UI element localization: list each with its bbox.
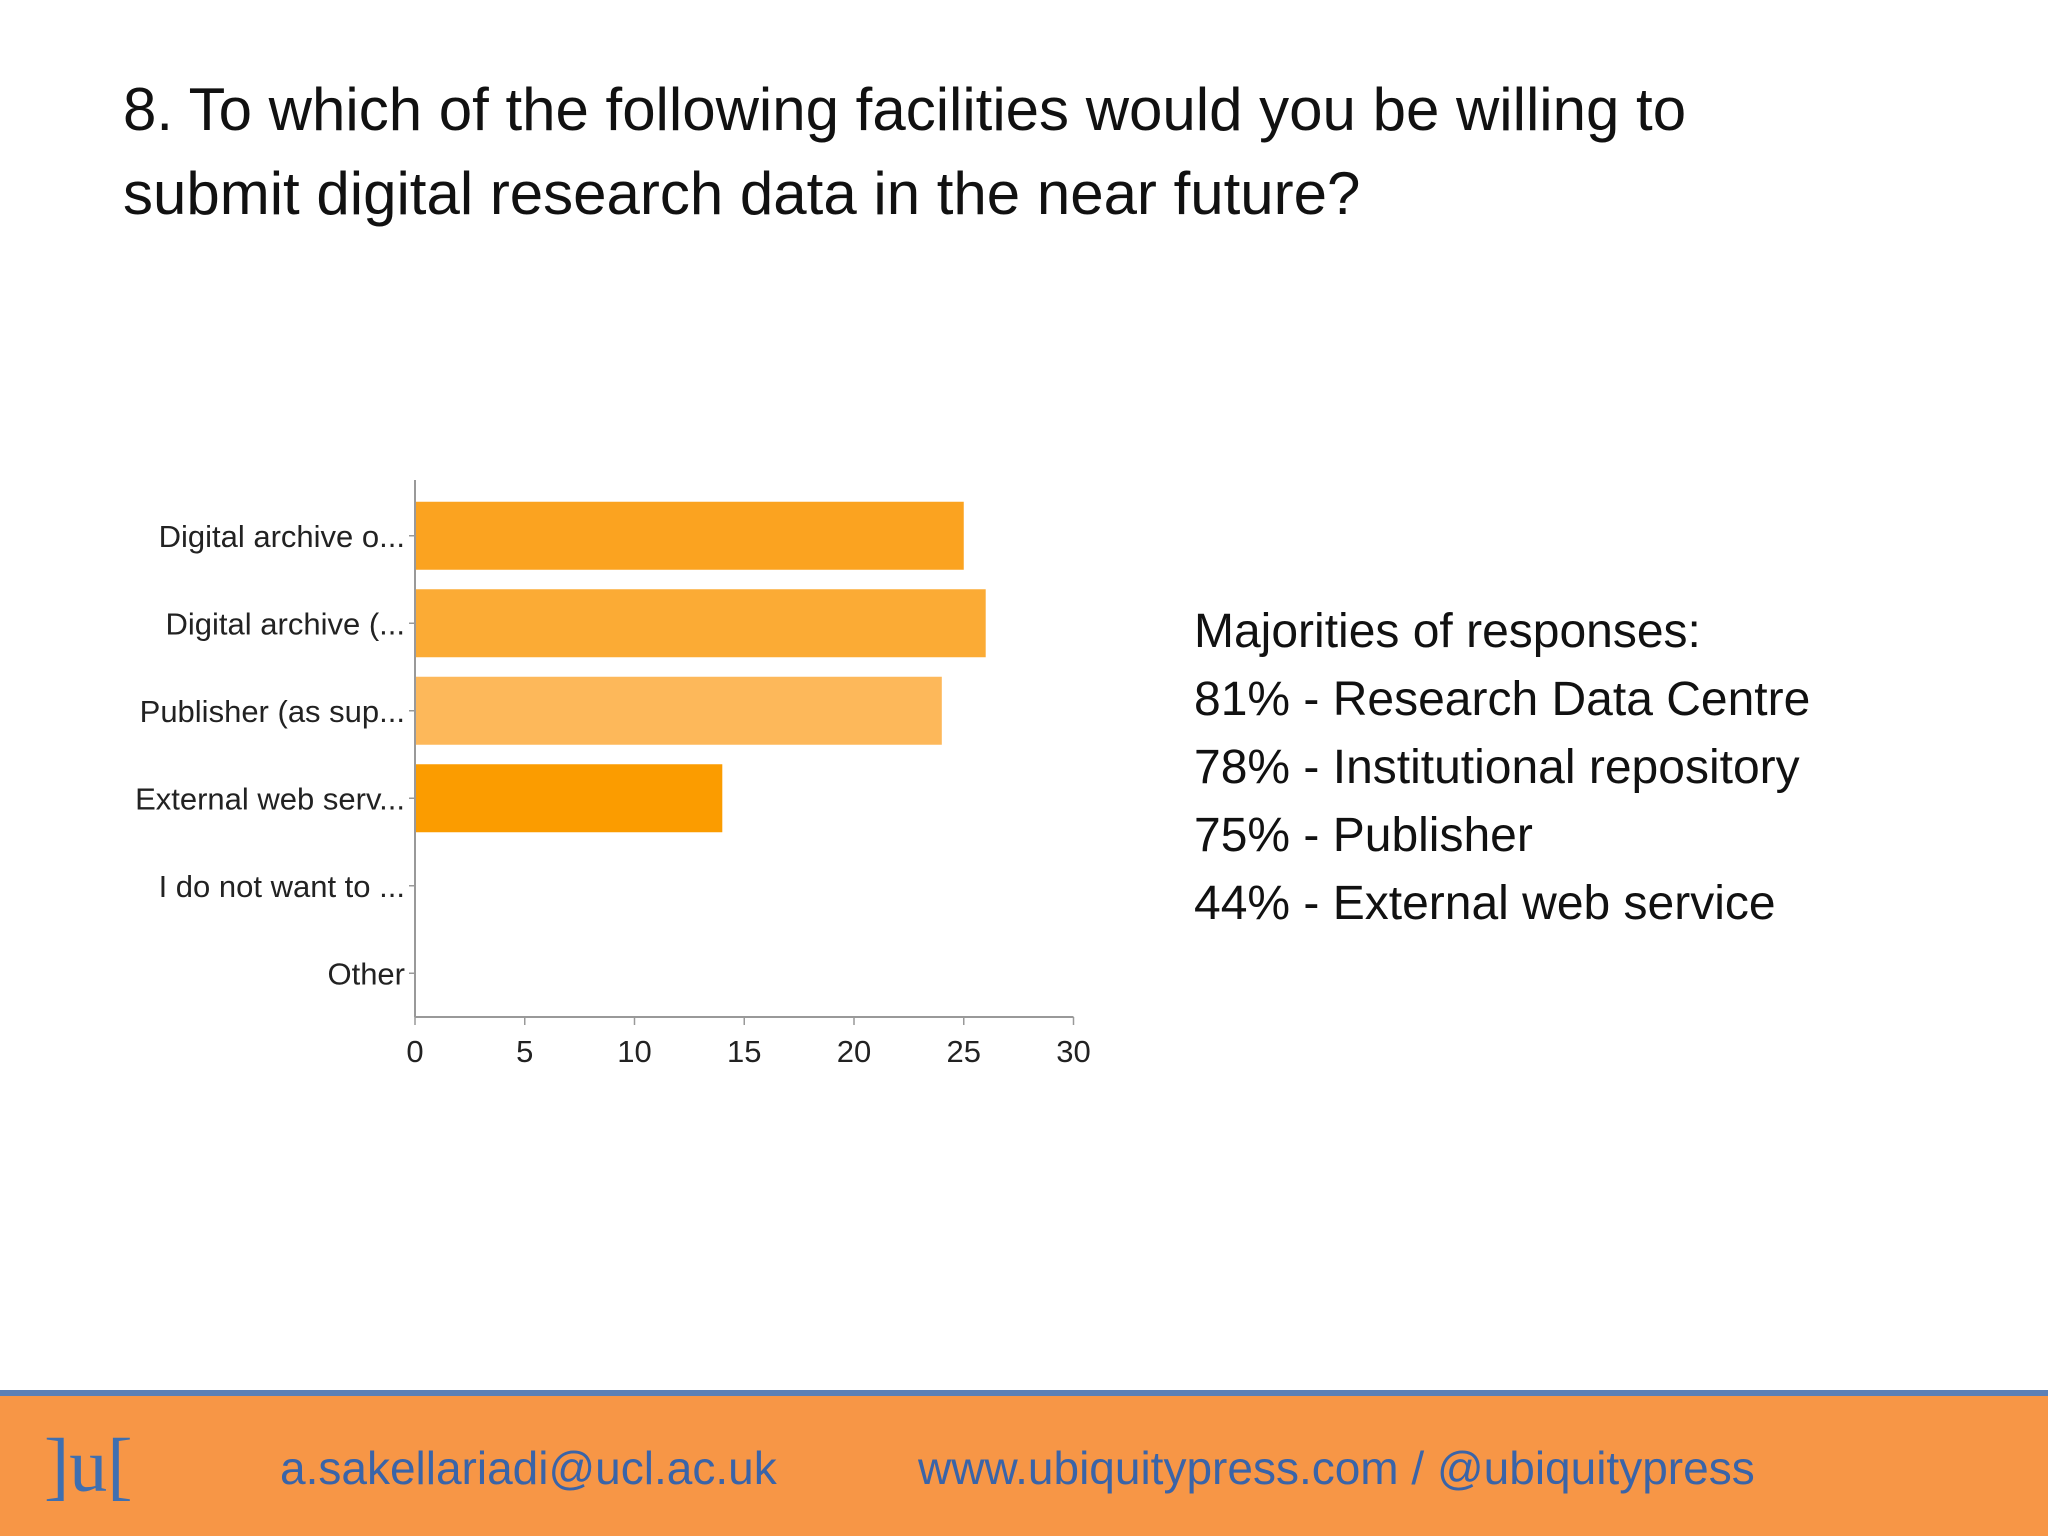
category-label-2: Publisher (as sup... bbox=[140, 694, 405, 729]
category-label-3: External web serv... bbox=[135, 781, 405, 816]
category-label-0: Digital archive o... bbox=[159, 519, 405, 554]
x-tick-label-1: 5 bbox=[516, 1034, 533, 1069]
bar-3 bbox=[416, 764, 723, 833]
footer-bar: ]u[ a.sakellariadi@ucl.ac.uk www.ubiquit… bbox=[0, 1396, 2048, 1536]
slide-title-line-1: 8. To which of the following facilities … bbox=[123, 76, 1687, 143]
x-tick-label-6: 30 bbox=[1056, 1034, 1090, 1069]
ubiquity-logo: ]u[ bbox=[44, 1424, 133, 1508]
summary-text: Majorities of responses: 81% - Research … bbox=[1194, 598, 1810, 938]
slide-title-line-2: submit digital research data in the near… bbox=[123, 160, 1361, 227]
summary-item-publisher: 75% - Publisher bbox=[1194, 809, 1533, 862]
summary-heading: Majorities of responses: bbox=[1194, 605, 1701, 658]
summary-item-external-web-service: 44% - External web service bbox=[1194, 877, 1776, 930]
footer-email: a.sakellariadi@ucl.ac.uk bbox=[280, 1442, 777, 1494]
bar-0 bbox=[416, 501, 964, 570]
x-tick-label-3: 15 bbox=[727, 1034, 761, 1069]
footer-website: www.ubiquitypress.com / @ubiquitypress bbox=[918, 1442, 1755, 1494]
slide-title: 8. To which of the following facilities … bbox=[123, 68, 1973, 236]
summary-item-research-data-centre: 81% - Research Data Centre bbox=[1194, 673, 1811, 726]
category-label-4: I do not want to ... bbox=[159, 869, 405, 904]
x-tick-label-5: 25 bbox=[947, 1034, 981, 1069]
bar-chart: Digital archive o... Digital archive (...… bbox=[135, 480, 1091, 1069]
category-label-1: Digital archive (... bbox=[166, 606, 405, 641]
bar-2 bbox=[416, 676, 942, 745]
category-label-5: Other bbox=[327, 956, 405, 991]
x-tick-label-4: 20 bbox=[837, 1034, 871, 1069]
footer-divider bbox=[0, 1390, 2048, 1396]
x-tick-label-2: 10 bbox=[617, 1034, 651, 1069]
summary-item-institutional-repository: 78% - Institutional repository bbox=[1194, 741, 1800, 794]
x-tick-label-0: 0 bbox=[406, 1034, 423, 1069]
bar-1 bbox=[416, 589, 986, 658]
